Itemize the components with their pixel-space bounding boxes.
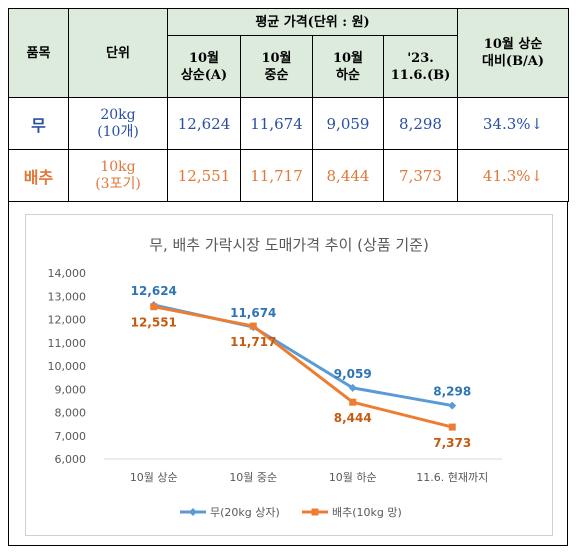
header-col-3: 10월 하순 (312, 35, 384, 98)
chart-container: 무, 배추 가락시장 도매가격 추이 (상품 기준) 6,000 7,000 8,0… (8, 202, 568, 546)
data-point (348, 383, 357, 392)
row-unit-weight: 20kg (100, 106, 136, 123)
y-tick-label: 14,000 (48, 267, 87, 280)
data-label: 7,373 (433, 436, 471, 450)
header-col-1-line1: 10월 (188, 50, 220, 66)
y-tick-label: 10,000 (48, 360, 87, 373)
y-tick-label: 9,000 (55, 383, 87, 396)
legend-marker (189, 508, 197, 516)
price-table: 품목 단위 평균 가격(단위 : 원) 10월 상순 대비(B/A) 10월 상… (8, 8, 570, 202)
chart-legend: 무(20kg 상자) 배추(10kg 망) (180, 506, 402, 519)
data-point (249, 322, 257, 330)
row-change: 34.3%↓ (457, 97, 570, 150)
y-tick-label: 12,000 (48, 314, 87, 327)
legend-item-2: 배추(10kg 망) (302, 506, 402, 519)
data-point (448, 401, 457, 410)
report-content: 품목 단위 평균 가격(단위 : 원) 10월 상순 대비(B/A) 10월 상… (8, 8, 570, 546)
header-col-2: 10월 중순 (240, 35, 313, 98)
chart-title: 무, 배추 가락시장 도매가격 추이 (상품 기준) (149, 236, 429, 254)
x-tick-label: 10월 중순 (229, 471, 277, 484)
data-label: 8,444 (334, 411, 372, 425)
chart-area: 무, 배추 가락시장 도매가격 추이 (상품 기준) 6,000 7,000 8,0… (25, 214, 553, 536)
y-axis: 6,000 7,000 8,000 9,000 10,000 11,000 12,000 13… (48, 267, 87, 466)
chart-series: 12,624 11,674 9,059 8,298 12,551 11,717 8,444 7… (131, 284, 472, 450)
row-item: 무 (8, 97, 69, 150)
y-tick-label: 11,000 (48, 337, 87, 350)
row-change: 41.3%↓ (457, 149, 570, 202)
y-tick-label: 8,000 (55, 407, 87, 420)
legend-item-1: 무(20kg 상자) (180, 506, 280, 519)
y-tick-label: 6,000 (55, 453, 87, 466)
data-label: 9,059 (334, 367, 372, 381)
table-row-radish: 무 20kg (10개) 12,624 11,674 9,059 8,298 3… (8, 97, 570, 150)
series-1: 12,624 11,674 9,059 8,298 (131, 284, 471, 410)
row-value: 8,444 (312, 149, 384, 202)
header-avg-price: 평균 가격(단위 : 원) (166, 8, 459, 36)
row-value: 8,298 (382, 97, 459, 150)
header-col-3-line2: 하순 (336, 67, 360, 83)
x-axis: 10월 상순 10월 중순 10월 하순 11.6. 현재까지 (104, 458, 502, 484)
row-unit-count: (3포기) (95, 175, 141, 192)
header-item: 품목 (8, 8, 69, 98)
header-col-2-line1: 10월 (261, 50, 292, 66)
data-label: 11,674 (230, 306, 276, 320)
data-point (150, 303, 158, 311)
row-value: 11,717 (240, 149, 313, 202)
x-tick-label: 10월 하순 (329, 470, 377, 484)
header-unit: 단위 (68, 8, 168, 98)
row-unit-count: (10개) (97, 123, 139, 140)
header-vs: 10월 상순 대비(B/A) (457, 8, 570, 98)
header-col-1: 10월 상순(A) (167, 35, 241, 98)
row-unit: 20kg (10개) (68, 97, 168, 150)
header-col-4: '23. 11.6.(B) (382, 35, 459, 98)
x-tick-label: 11.6. 현재까지 (416, 471, 488, 484)
header-col-1-line2: 상순(A) (180, 67, 228, 83)
data-point (349, 398, 357, 406)
y-tick-label: 13,000 (48, 290, 87, 303)
series-line (153, 305, 453, 429)
header-vs-line1: 10월 상순 (483, 37, 543, 52)
series-2: 12,551 11,717 8,444 7,373 (131, 303, 471, 450)
y-tick-label: 7,000 (55, 430, 87, 443)
row-item: 배추 (8, 149, 69, 202)
row-value: 12,624 (167, 97, 241, 150)
row-value: 7,373 (382, 149, 459, 202)
row-value: 12,551 (167, 149, 241, 202)
row-value: 9,059 (312, 97, 384, 150)
table-row-cabbage: 배추 10kg (3포기) 12,551 11,717 8,444 7,373 … (8, 149, 570, 202)
header-col-2-line2: 중순 (264, 67, 289, 83)
row-unit-weight: 10kg (100, 158, 136, 175)
header-col-3-line1: 10월 (332, 50, 364, 66)
legend-marker (311, 508, 319, 516)
legend-label: 배추(10kg 망) (332, 506, 402, 519)
data-label: 12,551 (131, 316, 177, 330)
data-label: 8,298 (433, 385, 471, 399)
header-col-4-line1: '23. (407, 50, 434, 66)
price-line-chart: 무, 배추 가락시장 도매가격 추이 (상품 기준) 6,000 7,000 8,0… (48, 236, 502, 519)
header-col-4-line2: 11.6.(B) (390, 67, 451, 83)
data-point (448, 423, 456, 431)
data-label: 11,717 (230, 335, 276, 349)
series-line (153, 303, 453, 408)
legend-label: 무(20kg 상자) (210, 506, 280, 519)
row-value: 11,674 (240, 97, 313, 150)
data-label: 12,624 (131, 284, 177, 298)
x-tick-label: 10월 상순 (130, 471, 178, 484)
row-unit: 10kg (3포기) (68, 149, 168, 202)
header-vs-line2: 대비(B/A) (482, 54, 545, 69)
